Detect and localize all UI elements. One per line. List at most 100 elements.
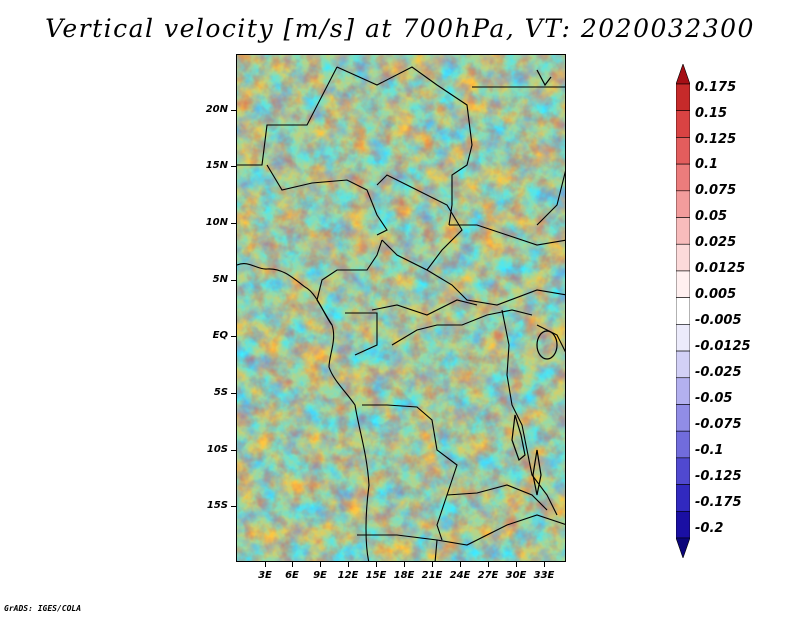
boundary-chad bbox=[376, 174, 463, 271]
lat-label-20n: 20N bbox=[205, 104, 228, 115]
lon-tick bbox=[404, 562, 405, 567]
colorbar-segment bbox=[676, 110, 690, 138]
colorbar-segment bbox=[676, 83, 690, 112]
colorbar-segment bbox=[676, 324, 690, 352]
boundary-algeria bbox=[237, 66, 338, 166]
colorbar-label: -0.025 bbox=[695, 365, 742, 380]
lat-tick bbox=[231, 393, 236, 394]
lon-label-33e: 33E bbox=[533, 570, 555, 581]
colorbar-label: -0.1 bbox=[695, 443, 724, 458]
grads-credit: GrADS: IGES/COLA bbox=[4, 604, 82, 613]
boundary-zambia bbox=[446, 484, 548, 511]
lon-label-24e: 24E bbox=[449, 570, 471, 581]
lon-tick bbox=[292, 562, 293, 567]
boundary-south-sudan bbox=[426, 269, 565, 306]
lon-label-30e: 30E bbox=[505, 570, 527, 581]
colorbar-segment bbox=[676, 510, 690, 539]
colorbar-segment bbox=[676, 137, 690, 165]
lat-label-10n: 10N bbox=[205, 217, 228, 228]
lon-tick bbox=[488, 562, 489, 567]
country-boundaries bbox=[237, 66, 565, 561]
colorbar-segment bbox=[676, 430, 690, 459]
colorbar-label: 0.075 bbox=[695, 183, 737, 198]
lon-label-9e: 9E bbox=[313, 570, 327, 581]
boundary-libya-egypt bbox=[336, 66, 473, 226]
colorbar-segment bbox=[676, 270, 690, 298]
lon-label-18e: 18E bbox=[393, 570, 415, 581]
lon-tick bbox=[348, 562, 349, 567]
lat-label-eq: EQ bbox=[212, 330, 228, 341]
lon-label-21e: 21E bbox=[421, 570, 443, 581]
boundary-angola-drc bbox=[362, 404, 458, 541]
lon-tick bbox=[376, 562, 377, 567]
colorbar-segment bbox=[676, 404, 690, 432]
lat-label-5s: 5S bbox=[213, 387, 228, 398]
lon-label-3e: 3E bbox=[258, 570, 272, 581]
lat-label-10s: 10S bbox=[206, 444, 228, 455]
lat-tick bbox=[231, 336, 236, 337]
lon-tick bbox=[544, 562, 545, 567]
boundary-niger bbox=[266, 164, 388, 236]
boundary-cameroon bbox=[316, 239, 383, 326]
colorbar-segment bbox=[676, 484, 690, 512]
colorbar-segment bbox=[676, 297, 690, 325]
lon-label-6e: 6E bbox=[285, 570, 299, 581]
lon-tick bbox=[432, 562, 433, 567]
colorbar-label: 0.125 bbox=[695, 132, 737, 147]
nile-delta bbox=[536, 69, 552, 87]
lon-tick bbox=[460, 562, 461, 567]
map-plot-area bbox=[236, 54, 566, 562]
lon-tick bbox=[516, 562, 517, 567]
lat-label-15n: 15N bbox=[205, 160, 228, 171]
colorbar-segment bbox=[676, 350, 690, 379]
colorbar-label: -0.2 bbox=[695, 521, 724, 536]
ascent-pattern bbox=[237, 55, 565, 561]
lat-tick bbox=[231, 506, 236, 507]
colorbar-label: -0.05 bbox=[695, 391, 733, 406]
lat-tick bbox=[231, 166, 236, 167]
lon-tick bbox=[265, 562, 266, 567]
boundary-southern bbox=[357, 514, 565, 546]
lat-tick bbox=[231, 450, 236, 451]
lake-victoria bbox=[536, 330, 558, 360]
colorbar-label: 0.15 bbox=[695, 106, 728, 121]
lat-tick bbox=[231, 110, 236, 111]
colorbar bbox=[676, 64, 690, 558]
colorbar-label: 0.0125 bbox=[695, 261, 746, 276]
colorbar-segment bbox=[676, 457, 690, 485]
boundary-sudan bbox=[449, 224, 565, 246]
colorbar-segment bbox=[676, 537, 690, 558]
lake-malawi bbox=[532, 449, 542, 496]
colorbar-label: 0.005 bbox=[695, 287, 737, 302]
colorbar-label: -0.075 bbox=[695, 417, 742, 432]
colorbar-segment bbox=[676, 243, 690, 272]
lat-tick bbox=[231, 280, 236, 281]
lat-label-5n: 5N bbox=[212, 274, 228, 285]
lon-label-15e: 15E bbox=[365, 570, 387, 581]
colorbar-label: 0.05 bbox=[695, 209, 728, 224]
lon-label-27e: 27E bbox=[477, 570, 499, 581]
colorbar-segment bbox=[676, 163, 690, 192]
colorbar-segment bbox=[676, 190, 690, 218]
colorbar-label: 0.025 bbox=[695, 235, 737, 250]
colorbar-label: -0.175 bbox=[695, 495, 742, 510]
map-title: Vertical velocity [m/s] at 700hPa, VT: 2… bbox=[45, 14, 755, 43]
colorbar-label: -0.125 bbox=[695, 469, 742, 484]
lon-label-12e: 12E bbox=[337, 570, 359, 581]
colorbar-label: -0.0125 bbox=[695, 339, 751, 354]
coastline-west-africa bbox=[237, 263, 370, 561]
lake-tanganyika bbox=[511, 414, 526, 462]
colorbar-label: 0.1 bbox=[695, 157, 719, 172]
colorbar-label: -0.005 bbox=[695, 313, 742, 328]
lon-tick bbox=[320, 562, 321, 567]
colorbar-segment bbox=[676, 64, 690, 85]
colorbar-segment bbox=[676, 217, 690, 245]
boundary-ethiopia bbox=[536, 170, 565, 226]
lakes bbox=[511, 69, 558, 496]
boundary-east-drc bbox=[501, 309, 558, 516]
boundary-namibia-botswana bbox=[434, 539, 438, 561]
velocity-field-map bbox=[237, 55, 565, 561]
colorbar-label: 0.175 bbox=[695, 80, 737, 95]
lat-tick bbox=[231, 223, 236, 224]
boundary-car bbox=[371, 299, 478, 316]
